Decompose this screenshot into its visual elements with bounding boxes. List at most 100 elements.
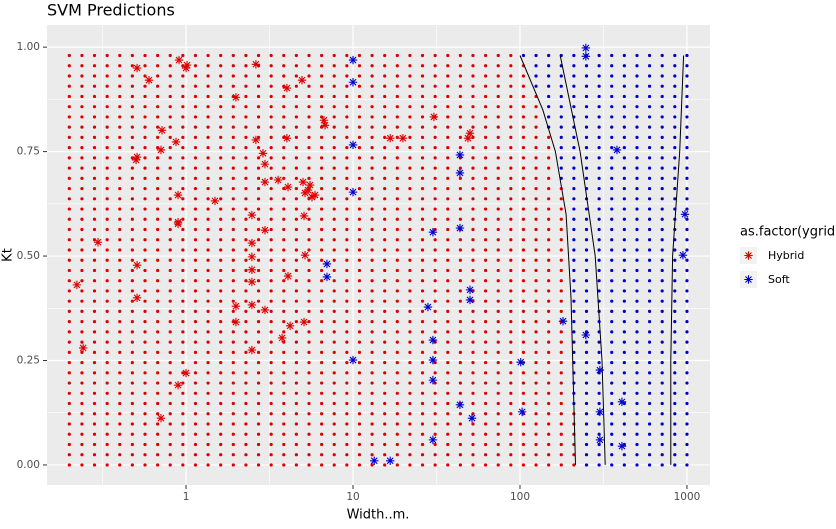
grid-point xyxy=(547,432,551,436)
grid-point xyxy=(105,238,109,242)
grid-point xyxy=(660,330,664,334)
grid-point xyxy=(660,309,664,314)
grid-point xyxy=(193,238,198,242)
grid-point xyxy=(282,330,286,334)
grid-point xyxy=(647,268,652,273)
grid-point xyxy=(118,105,122,109)
grid-point xyxy=(534,391,538,395)
grid-point xyxy=(80,227,84,232)
grid-point xyxy=(345,320,349,324)
grid-point xyxy=(206,422,210,426)
grid-point xyxy=(408,391,412,395)
grid-point xyxy=(307,309,311,314)
grid-point xyxy=(509,176,513,180)
grid-point xyxy=(143,146,147,150)
grid-point xyxy=(156,391,160,395)
grid-point xyxy=(395,442,399,447)
grid-point xyxy=(420,268,425,273)
grid-point xyxy=(496,186,500,191)
grid-point xyxy=(547,330,551,334)
grid-point xyxy=(256,309,261,314)
grid-point xyxy=(395,248,399,252)
grid-point xyxy=(610,115,614,119)
grid-point xyxy=(143,401,147,406)
grid-point xyxy=(156,115,160,119)
grid-point xyxy=(92,360,97,365)
grid-point xyxy=(80,268,84,273)
grid-point xyxy=(484,105,488,109)
grid-point xyxy=(294,197,298,201)
grid-point xyxy=(496,289,500,293)
grid-point xyxy=(408,340,412,344)
grid-point xyxy=(193,227,198,232)
grid-point xyxy=(534,381,538,385)
grid-point xyxy=(509,197,513,201)
grid-point xyxy=(635,391,639,395)
legend-symbol xyxy=(744,275,753,284)
grid-point xyxy=(446,176,450,180)
grid-point xyxy=(307,84,311,88)
grid-point xyxy=(408,422,412,426)
grid-point xyxy=(92,320,97,324)
grid-point xyxy=(345,401,349,406)
grid-point xyxy=(294,463,298,467)
grid-point xyxy=(231,360,235,365)
grid-point xyxy=(484,115,488,119)
grid-point xyxy=(584,381,589,385)
grid-point xyxy=(168,156,172,160)
grid-point xyxy=(67,156,71,160)
grid-point xyxy=(471,350,475,354)
grid-point xyxy=(193,146,198,150)
grid-point xyxy=(156,125,160,129)
data-point xyxy=(348,55,358,65)
grid-point xyxy=(67,227,71,232)
grid-point xyxy=(256,381,261,385)
grid-point xyxy=(307,442,311,447)
grid-point xyxy=(433,125,437,129)
grid-point xyxy=(395,371,399,375)
grid-point xyxy=(647,53,652,58)
grid-point xyxy=(256,186,261,191)
grid-point xyxy=(408,381,412,385)
grid-point xyxy=(332,320,336,324)
grid-point xyxy=(635,320,639,324)
grid-point xyxy=(673,258,677,262)
grid-point xyxy=(320,64,324,68)
grid-point xyxy=(105,156,109,160)
grid-point xyxy=(370,105,374,109)
grid-point xyxy=(647,350,652,354)
grid-point xyxy=(534,442,538,447)
grid-point xyxy=(559,463,563,467)
grid-point xyxy=(647,258,652,262)
grid-point xyxy=(105,258,109,262)
grid-point xyxy=(420,258,425,262)
grid-point xyxy=(244,340,248,344)
grid-point xyxy=(408,125,412,129)
x-tick-label: 10 xyxy=(346,491,359,503)
grid-point xyxy=(345,186,349,191)
grid-point xyxy=(320,166,324,170)
grid-point xyxy=(484,53,488,58)
grid-point xyxy=(256,248,261,252)
grid-point xyxy=(244,350,248,354)
grid-point xyxy=(168,330,172,334)
grid-point xyxy=(420,227,425,232)
grid-point xyxy=(156,453,160,457)
grid-point xyxy=(370,360,374,365)
grid-point xyxy=(118,186,122,191)
grid-point xyxy=(509,207,513,211)
grid-point xyxy=(92,115,97,119)
grid-point xyxy=(269,279,273,283)
grid-point xyxy=(80,330,84,334)
data-point xyxy=(173,190,183,200)
grid-point xyxy=(168,463,172,467)
grid-point xyxy=(534,135,538,139)
grid-point xyxy=(168,442,172,447)
grid-point xyxy=(181,115,185,119)
grid-point xyxy=(383,289,387,293)
grid-point xyxy=(80,391,84,395)
grid-point xyxy=(408,248,412,252)
grid-point xyxy=(181,186,185,191)
grid-point xyxy=(534,105,538,109)
grid-point xyxy=(231,371,235,375)
